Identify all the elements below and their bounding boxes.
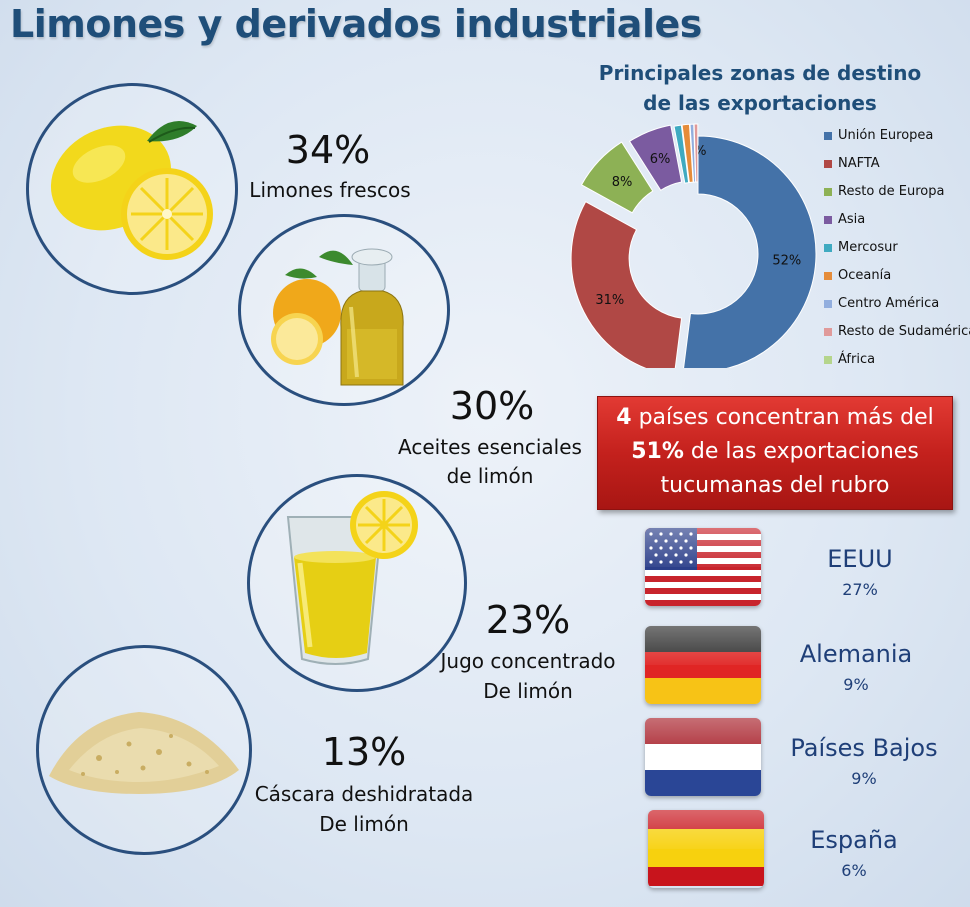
banner-text2: de las exportaciones bbox=[683, 439, 919, 464]
product-circle-dried-peel bbox=[36, 645, 252, 855]
legend-label-1: NAFTA bbox=[838, 156, 880, 171]
donut-slice-5 bbox=[681, 123, 694, 184]
country-pct-usa: 27% bbox=[842, 580, 878, 599]
legend-swatch-7 bbox=[824, 328, 832, 336]
legend-swatch-8 bbox=[824, 356, 832, 364]
product-circle-essential-oils bbox=[238, 214, 450, 406]
spain-flag-icon bbox=[648, 810, 764, 888]
essential-oil-bottle-icon bbox=[271, 248, 404, 386]
donut-slice-7 bbox=[693, 123, 699, 183]
legend-label-0: Unión Europea bbox=[838, 128, 934, 143]
banner-bold-count: 4 bbox=[616, 405, 632, 430]
donut-label-2: 8% bbox=[612, 175, 633, 190]
legend-label-7: Resto de Sudamérica bbox=[838, 324, 970, 339]
legend-label-5: Oceanía bbox=[838, 268, 892, 283]
banner-text1: países concentran más del bbox=[631, 405, 934, 430]
donut-slice-1 bbox=[570, 201, 683, 368]
country-name-germany: Alemania bbox=[799, 640, 913, 668]
donut-slice-0 bbox=[683, 135, 817, 368]
product-label-dried-peel-1: Cáscara deshidratada bbox=[254, 782, 474, 806]
product-pct-essential-oils: 30% bbox=[449, 384, 535, 428]
product-label-essential-oils-2: de limón bbox=[446, 464, 534, 488]
legend-swatch-1 bbox=[824, 160, 832, 168]
donut-slice-4 bbox=[673, 124, 690, 184]
legend-swatch-4 bbox=[824, 244, 832, 252]
donut-chart: 52%31%8%6%1% bbox=[570, 123, 817, 368]
donut-slice-2 bbox=[580, 141, 654, 214]
netherlands-flag-icon bbox=[645, 718, 761, 796]
usa-flag-icon bbox=[645, 528, 761, 606]
product-label-essential-oils-1: Aceites esenciales bbox=[398, 435, 582, 459]
legend-swatch-6 bbox=[824, 300, 832, 308]
country-name-usa: EEUU bbox=[827, 545, 893, 573]
chart-title-line2: de las exportaciones bbox=[643, 91, 877, 115]
legend-swatch-0 bbox=[824, 132, 832, 140]
country-pct-germany: 9% bbox=[843, 675, 869, 694]
legend-label-8: África bbox=[838, 352, 876, 367]
page-title: Limones y derivados industriales bbox=[10, 2, 702, 46]
product-label-fresh-lemons: Limones frescos bbox=[249, 178, 411, 202]
legend-label-2: Resto de Europa bbox=[838, 184, 945, 199]
product-label-lemon-juice-1: Jugo concentrado bbox=[440, 649, 616, 673]
donut-label-1: 31% bbox=[595, 293, 624, 308]
legend-swatch-3 bbox=[824, 216, 832, 224]
dried-peel-pile-icon bbox=[49, 712, 239, 794]
legend-label-6: Centro América bbox=[838, 296, 940, 311]
country-pct-netherlands: 9% bbox=[851, 769, 877, 788]
chart-title: Principales zonas de destino de las expo… bbox=[580, 58, 940, 118]
product-circle-lemon-juice bbox=[247, 474, 467, 692]
product-pct-fresh-lemons: 34% bbox=[285, 128, 371, 172]
banner-bold-pct: 51% bbox=[631, 439, 684, 464]
banner-text3: tucumanas del rubro bbox=[660, 473, 890, 498]
donut-label-0: 52% bbox=[772, 254, 801, 269]
product-circle-fresh-lemons bbox=[26, 83, 238, 295]
donut-slice-3 bbox=[628, 124, 683, 192]
donut-label-3: 6% bbox=[650, 152, 671, 167]
legend-swatch-5 bbox=[824, 272, 832, 280]
product-pct-lemon-juice: 23% bbox=[485, 598, 571, 642]
country-pct-spain: 6% bbox=[841, 861, 867, 880]
product-label-lemon-juice-2: De limón bbox=[483, 679, 573, 703]
highlight-banner: 4 países concentran más del 51% de las e… bbox=[597, 396, 953, 510]
lemon-juice-glass-icon bbox=[286, 491, 418, 665]
germany-flag-icon bbox=[645, 626, 761, 704]
product-pct-dried-peel: 13% bbox=[321, 730, 407, 774]
legend-swatch-2 bbox=[824, 188, 832, 196]
country-name-netherlands: Países Bajos bbox=[790, 734, 938, 762]
legend-label-3: Asia bbox=[838, 212, 866, 227]
fresh-lemon-icon bbox=[50, 121, 213, 260]
product-label-dried-peel-2: De limón bbox=[319, 812, 409, 836]
legend-label-4: Mercosur bbox=[838, 240, 898, 255]
country-name-spain: España bbox=[810, 826, 898, 854]
chart-title-line1: Principales zonas de destino bbox=[598, 61, 922, 85]
